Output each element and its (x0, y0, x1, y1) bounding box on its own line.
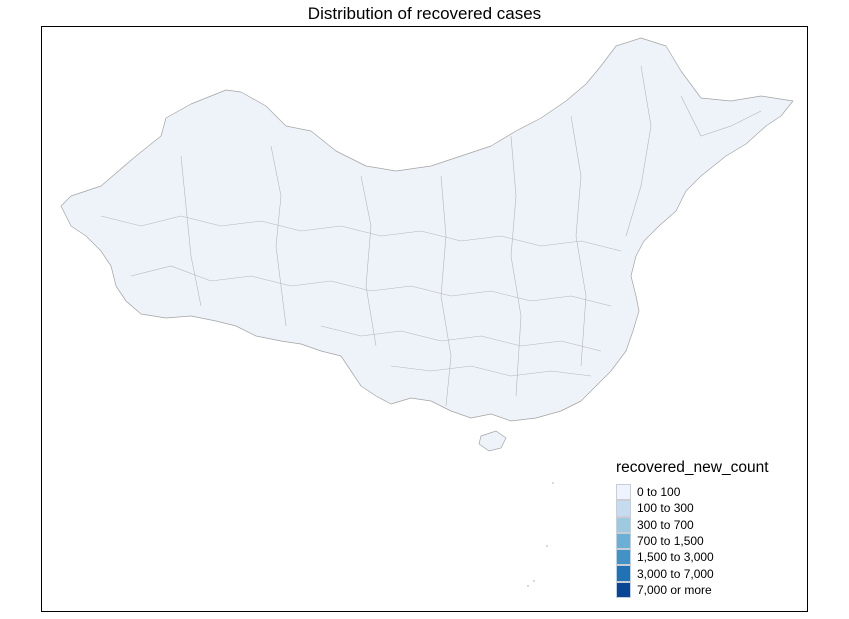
legend-label: 3,000 to 7,000 (637, 566, 714, 581)
choropleth-map (60, 37, 794, 587)
legend-swatch (616, 549, 631, 566)
legend-label: 300 to 700 (637, 517, 694, 532)
legend-item: 7,000 or more (616, 581, 769, 599)
south-china-sea-islands (527, 482, 554, 587)
legend-label: 0 to 100 (637, 485, 681, 500)
map-title: Distribution of recovered cases (307, 4, 542, 23)
legend-label: 100 to 300 (637, 501, 694, 516)
legend-item: 100 to 300 (616, 500, 769, 517)
legend-swatch (616, 532, 631, 550)
legend-item: 300 to 700 (616, 516, 769, 533)
legend-item: 3,000 to 7,000 (616, 565, 769, 582)
legend-label: 1,500 to 3,000 (637, 550, 714, 565)
legend-item: 1,500 to 3,000 (616, 549, 769, 566)
legend-swatch (616, 484, 631, 501)
legend-item: 0 to 100 (616, 484, 769, 501)
legend-swatch (616, 516, 631, 533)
legend-swatch (616, 581, 631, 599)
map-frame (41, 26, 808, 612)
china-outline (60, 37, 794, 452)
map-legend: recovered_new_count 0 to 100 100 to 300 … (616, 459, 769, 599)
legend-swatch (616, 565, 631, 582)
legend-title: recovered_new_count (616, 459, 769, 476)
legend-label: 700 to 1,500 (637, 534, 704, 549)
legend-item: 700 to 1,500 (616, 532, 769, 550)
legend-swatch (616, 500, 631, 517)
legend-label: 7,000 or more (637, 582, 712, 597)
